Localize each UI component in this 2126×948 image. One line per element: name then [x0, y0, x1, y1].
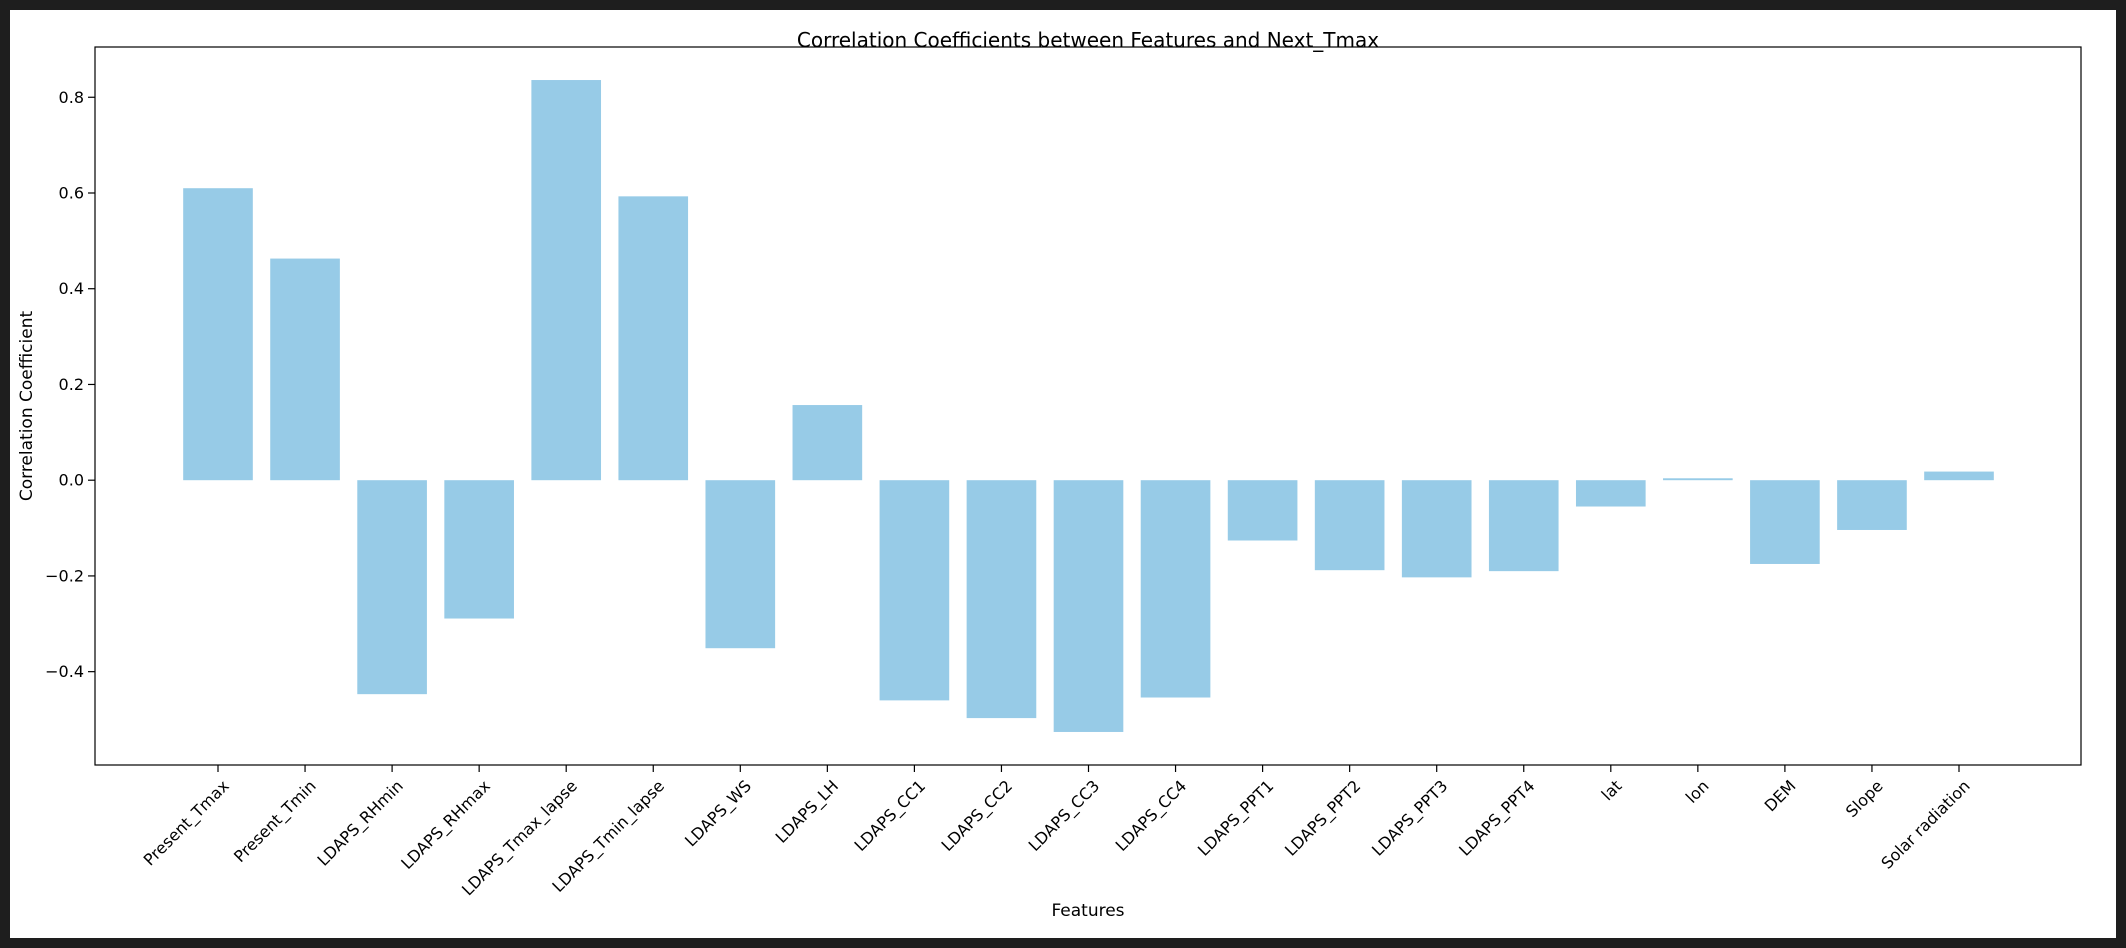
- x-tick-label: lon: [1682, 776, 1713, 807]
- bar-ldaps-tmin-lapse: [618, 196, 689, 481]
- bar-ldaps-cc2: [966, 480, 1037, 719]
- x-tick-label: LDAPS_RHmax: [397, 776, 494, 873]
- y-tick-label: 0.6: [59, 183, 84, 202]
- bar-ldaps-lh: [792, 405, 863, 481]
- chart-frame: Correlation Coefficients between Feature…: [10, 10, 2116, 938]
- bar-ldaps-rhmax: [444, 480, 514, 619]
- bar-slope: [1837, 480, 1907, 530]
- bar-dem: [1750, 480, 1820, 564]
- x-tick-label: LDAPS_RHmin: [313, 776, 407, 870]
- bar-ldaps-rhmin: [357, 480, 427, 695]
- bar-ldaps-cc4: [1140, 480, 1211, 698]
- x-tick-label: LDAPS_WS: [681, 776, 756, 851]
- plot-area-frame: [94, 46, 2082, 766]
- bar-ldaps-tmax-lapse: [531, 80, 602, 481]
- y-tick-label: 0.8: [59, 88, 84, 107]
- chart-title: Correlation Coefficients between Feature…: [797, 28, 1379, 52]
- bar-ldaps-ppt3: [1401, 480, 1472, 578]
- x-axis-title: Features: [1051, 901, 1124, 921]
- x-tick-label: LDAPS_PPT2: [1281, 776, 1365, 860]
- x-tick-label: LDAPS_PPT3: [1368, 776, 1452, 860]
- bar-chart: Correlation Coefficients between Feature…: [17, 28, 2082, 921]
- y-tick-label: 0.4: [59, 279, 84, 298]
- bar-solar-radiation: [1924, 471, 1994, 481]
- x-tick-label: Slope: [1842, 776, 1887, 821]
- bar-lat: [1575, 480, 1646, 507]
- x-tick-label: LDAPS_CC4: [1112, 776, 1191, 855]
- x-tick-label: LDAPS_CC3: [1025, 776, 1104, 855]
- x-tick-label: Present_Tmin: [230, 776, 320, 866]
- bar-ldaps-ws: [705, 480, 776, 649]
- bar-present-tmin: [270, 258, 340, 481]
- x-axis: Present_TmaxPresent_TminLDAPS_RHminLDAPS…: [140, 765, 1974, 900]
- y-tick-label: −0.2: [45, 566, 84, 585]
- bar-ldaps-ppt4: [1488, 480, 1559, 572]
- y-axis-title: Correlation Coefficient: [17, 311, 37, 502]
- x-tick-label: lat: [1598, 776, 1626, 804]
- x-tick-label: LDAPS_PPT1: [1194, 776, 1278, 860]
- x-tick-label: LDAPS_PPT4: [1455, 776, 1539, 860]
- bar-ldaps-cc1: [879, 480, 950, 701]
- y-axis: −0.4 −0.2 0.0 0.2 0.4 0.6 0.8: [45, 88, 95, 681]
- bar-present-tmax: [183, 188, 253, 481]
- y-tick-label: 0.2: [59, 375, 84, 394]
- x-tick-label: LDAPS_CC2: [938, 776, 1017, 855]
- y-tick-label: −0.4: [45, 662, 84, 681]
- bar-ldaps-ppt1: [1227, 480, 1298, 541]
- bar-ldaps-ppt2: [1314, 480, 1385, 571]
- x-tick-label: Solar radiation: [1877, 776, 1973, 872]
- x-tick-label: LDAPS_LH: [772, 776, 843, 847]
- bar-ldaps-cc3: [1053, 480, 1124, 732]
- y-tick-label: 0.0: [59, 471, 84, 490]
- x-tick-label: LDAPS_CC1: [850, 776, 929, 855]
- x-tick-label: Present_Tmax: [140, 776, 234, 870]
- x-tick-label: DEM: [1761, 776, 1800, 815]
- bars-group: [183, 80, 1994, 732]
- bar-lon: [1663, 478, 1733, 481]
